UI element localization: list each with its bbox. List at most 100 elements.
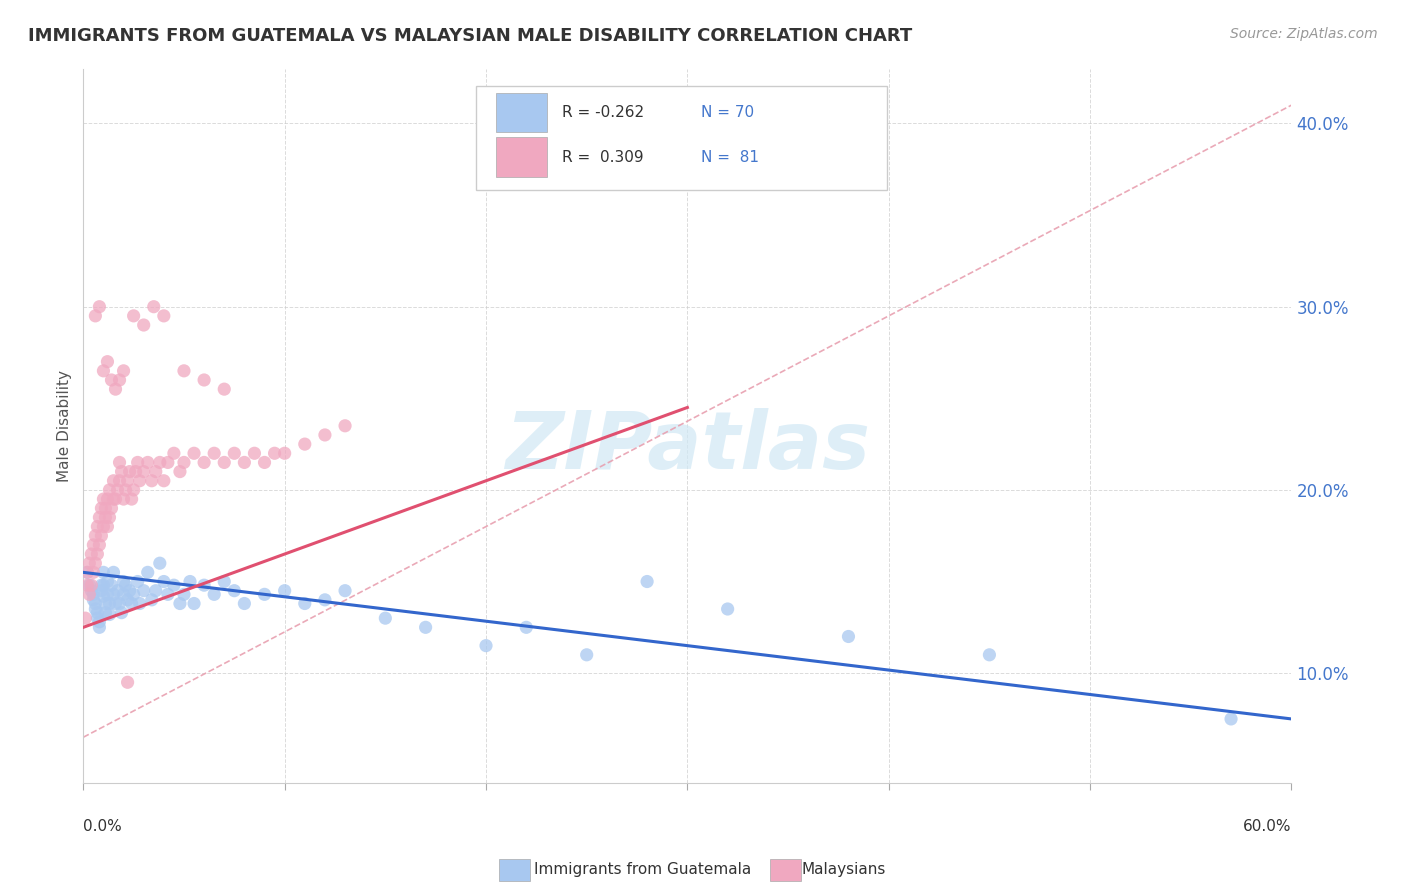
Point <box>173 364 195 378</box>
Point <box>96 354 118 368</box>
Point <box>149 455 172 469</box>
Point <box>89 538 111 552</box>
Point <box>84 309 107 323</box>
Point <box>108 373 131 387</box>
Point <box>163 446 186 460</box>
Text: R = -0.262: R = -0.262 <box>562 105 644 120</box>
Point <box>132 583 155 598</box>
Point <box>169 465 191 479</box>
Point <box>142 300 165 314</box>
Point <box>84 556 107 570</box>
Point <box>89 510 111 524</box>
Text: Immigrants from Guatemala: Immigrants from Guatemala <box>534 863 752 877</box>
Point <box>837 630 859 644</box>
Point <box>224 446 246 460</box>
Point <box>103 492 125 507</box>
Point <box>127 574 149 589</box>
Point <box>93 589 115 603</box>
Point <box>98 483 121 497</box>
Point <box>90 583 112 598</box>
Point <box>103 587 125 601</box>
Point <box>475 639 498 653</box>
Point <box>233 455 256 469</box>
Point <box>98 597 121 611</box>
Point <box>515 620 537 634</box>
Point <box>132 465 155 479</box>
Point <box>127 455 149 469</box>
Point <box>243 446 266 460</box>
Point <box>173 587 195 601</box>
Point <box>76 578 98 592</box>
Point <box>118 583 141 598</box>
Point <box>202 446 225 460</box>
Point <box>110 606 132 620</box>
Point <box>86 519 108 533</box>
Point <box>86 611 108 625</box>
Point <box>79 578 101 592</box>
Point <box>108 474 131 488</box>
Point <box>294 437 316 451</box>
Point <box>103 566 125 580</box>
Point <box>100 501 122 516</box>
Point <box>193 578 215 592</box>
Point <box>76 566 98 580</box>
Point <box>294 597 316 611</box>
Point <box>163 578 186 592</box>
Point <box>100 578 122 592</box>
Text: IMMIGRANTS FROM GUATEMALA VS MALAYSIAN MALE DISABILITY CORRELATION CHART: IMMIGRANTS FROM GUATEMALA VS MALAYSIAN M… <box>28 27 912 45</box>
Point <box>112 364 135 378</box>
Point <box>98 607 121 622</box>
Point <box>90 578 112 592</box>
Point <box>122 483 145 497</box>
Point <box>636 574 658 589</box>
Point <box>145 583 167 598</box>
Point <box>212 382 235 396</box>
Point <box>94 597 117 611</box>
Point <box>193 373 215 387</box>
Point <box>117 675 139 690</box>
FancyBboxPatch shape <box>496 137 547 177</box>
Point <box>94 606 117 620</box>
Point <box>82 592 104 607</box>
Point <box>141 592 163 607</box>
Point <box>93 578 115 592</box>
Point <box>114 483 136 497</box>
Point <box>104 382 127 396</box>
Text: ZIPatlas: ZIPatlas <box>505 409 870 486</box>
Point <box>76 566 98 580</box>
Point <box>122 309 145 323</box>
Point <box>118 465 141 479</box>
Text: 0.0%: 0.0% <box>83 819 122 834</box>
Point <box>96 574 118 589</box>
Point <box>84 529 107 543</box>
Point <box>153 574 176 589</box>
Point <box>202 587 225 601</box>
Point <box>89 620 111 634</box>
Point <box>314 428 336 442</box>
Point <box>717 602 740 616</box>
Point <box>82 587 104 601</box>
Point <box>1220 712 1243 726</box>
Point <box>110 465 132 479</box>
Point <box>90 529 112 543</box>
Point <box>82 566 104 580</box>
Point <box>145 465 167 479</box>
Point <box>233 597 256 611</box>
Point <box>193 455 215 469</box>
Point <box>89 615 111 629</box>
Point <box>93 364 115 378</box>
Point <box>94 501 117 516</box>
Point <box>132 318 155 332</box>
Point <box>153 474 176 488</box>
Point <box>979 648 1001 662</box>
Point <box>122 587 145 601</box>
Point <box>86 606 108 620</box>
Point <box>80 547 103 561</box>
Point <box>263 446 285 460</box>
Point <box>121 492 143 507</box>
Point <box>136 566 159 580</box>
Point <box>75 611 97 625</box>
Point <box>149 556 172 570</box>
Point <box>117 474 139 488</box>
Text: 60.0%: 60.0% <box>1243 819 1292 834</box>
